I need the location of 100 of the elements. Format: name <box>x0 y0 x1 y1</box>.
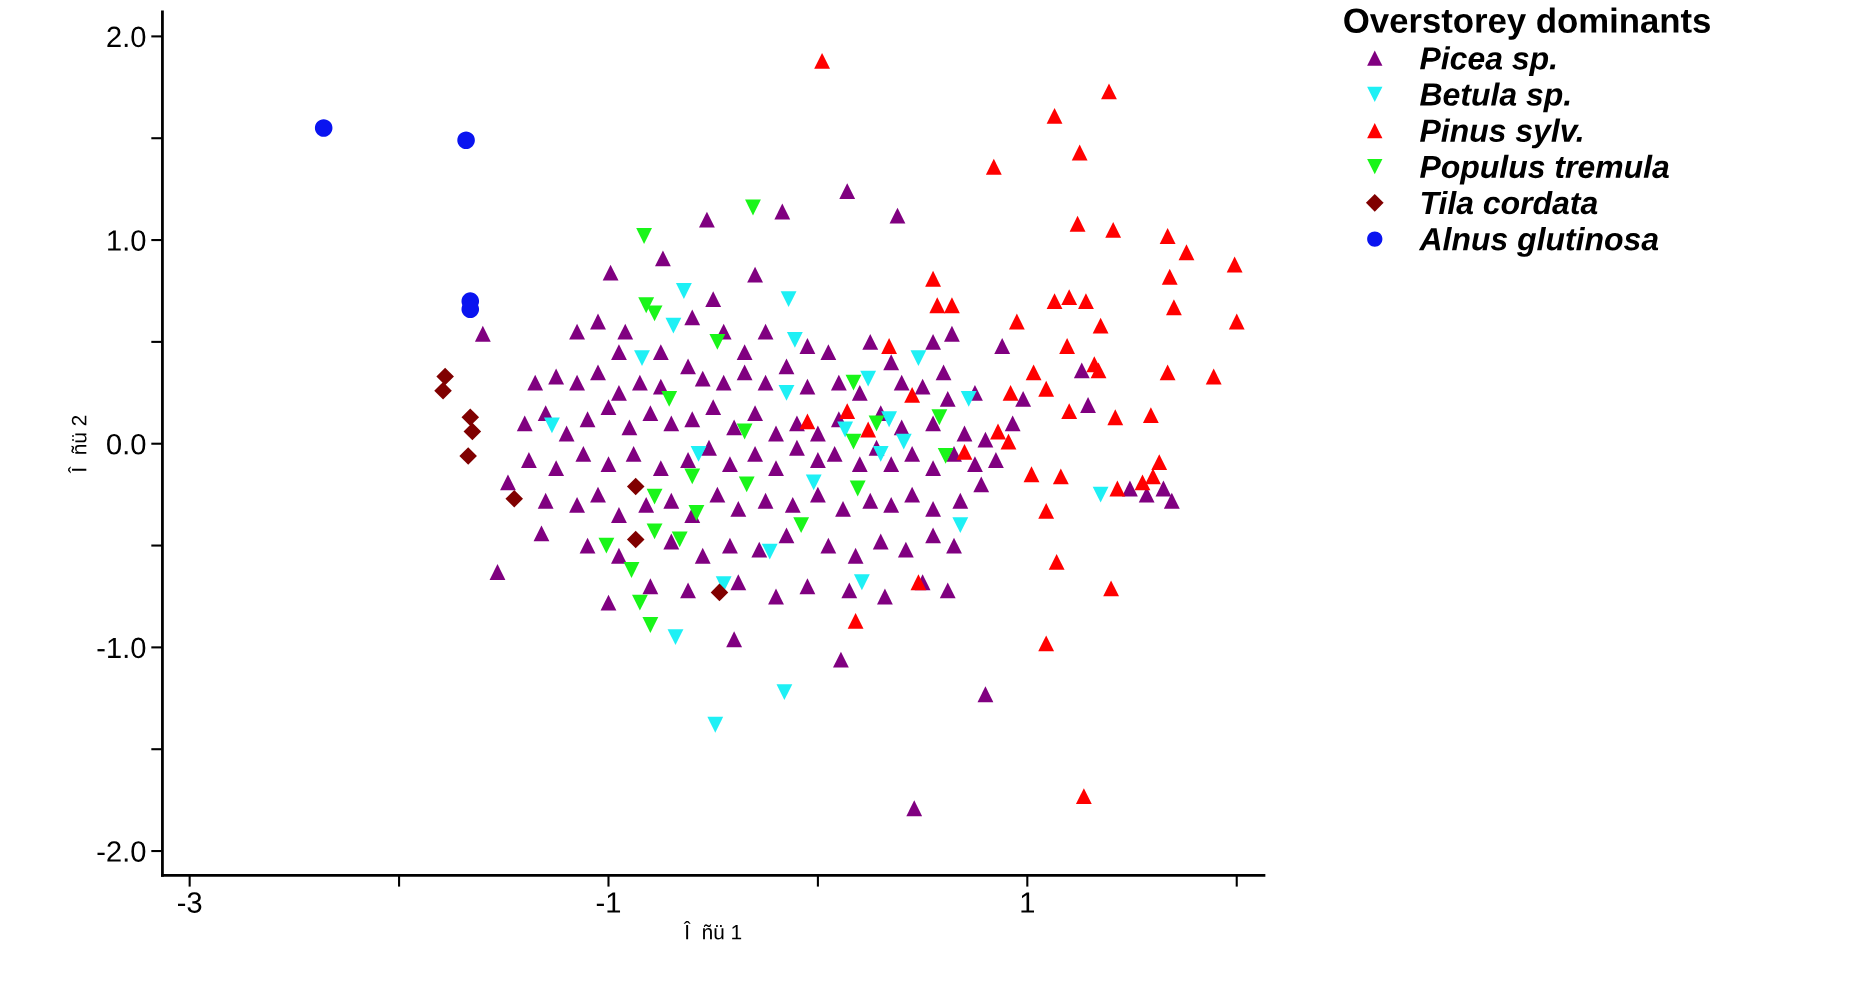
legend-label: Alnus glutinosa <box>1418 227 1659 257</box>
y-tick-label: -1.0 <box>97 637 146 659</box>
point <box>1002 384 1019 401</box>
point <box>990 423 1006 440</box>
point <box>461 408 480 427</box>
point <box>1105 221 1122 238</box>
point <box>1046 107 1063 124</box>
point <box>736 423 753 440</box>
y-axis-title: Î ñü 2 <box>68 415 87 474</box>
point <box>956 443 973 460</box>
point <box>1092 486 1109 503</box>
point <box>1205 368 1222 385</box>
point <box>623 562 640 578</box>
point <box>805 474 822 491</box>
point <box>881 411 898 428</box>
point <box>1165 299 1182 316</box>
point <box>1107 409 1124 426</box>
point <box>738 476 755 493</box>
point <box>872 445 889 462</box>
point <box>709 333 726 350</box>
point <box>985 158 1002 175</box>
point <box>845 374 862 391</box>
point <box>849 480 866 497</box>
point <box>847 612 864 629</box>
point <box>665 317 682 334</box>
point <box>845 433 862 450</box>
point <box>910 574 927 591</box>
point <box>688 505 705 521</box>
point <box>1145 468 1161 485</box>
x-tick-label: -3 <box>177 892 202 913</box>
point <box>459 447 477 465</box>
y-tick-label: 1.0 <box>108 230 146 251</box>
point <box>675 283 692 299</box>
point <box>690 445 707 462</box>
point <box>314 119 333 137</box>
point <box>780 291 797 308</box>
point <box>710 583 729 602</box>
point <box>626 477 645 496</box>
point <box>1103 580 1119 597</box>
point <box>1109 480 1126 497</box>
point <box>1161 268 1178 285</box>
point <box>1159 364 1176 381</box>
point <box>661 390 678 407</box>
x-tick-label: 1 <box>1021 892 1035 913</box>
point <box>646 305 663 322</box>
point <box>1000 433 1017 450</box>
y-tick-label: 0.0 <box>107 433 146 455</box>
point <box>1228 313 1245 330</box>
y-tick-label: -2.0 <box>97 841 146 862</box>
point <box>1178 244 1195 261</box>
point <box>895 433 912 450</box>
point <box>904 386 921 403</box>
point <box>667 629 684 646</box>
point <box>598 537 615 554</box>
point <box>642 617 659 633</box>
point <box>1151 454 1168 470</box>
point <box>1025 364 1042 381</box>
legend-label: Betula sp. <box>1420 82 1570 113</box>
legend-label: Tila cordata <box>1421 190 1598 215</box>
point <box>853 574 870 591</box>
x-axis-title: Î ñü 1 <box>683 921 742 940</box>
point <box>634 350 650 367</box>
point <box>544 417 560 434</box>
point <box>868 415 885 432</box>
point <box>631 594 648 611</box>
point <box>1061 403 1078 420</box>
point <box>799 413 816 430</box>
point <box>1046 293 1063 310</box>
point <box>1142 407 1159 424</box>
point <box>636 228 652 244</box>
point <box>436 367 454 386</box>
point <box>837 421 854 438</box>
point <box>1092 317 1109 334</box>
point <box>761 543 778 560</box>
point <box>671 531 688 548</box>
point <box>910 350 927 367</box>
point <box>463 422 482 441</box>
point <box>1069 215 1086 232</box>
point <box>814 52 831 69</box>
point <box>434 381 452 400</box>
legend-title: Overstorey dominants <box>1344 7 1710 40</box>
point <box>1101 83 1117 100</box>
point <box>839 403 856 420</box>
point <box>778 384 795 401</box>
point <box>793 517 810 534</box>
point <box>860 370 877 387</box>
point <box>1061 289 1078 305</box>
point <box>1134 474 1151 491</box>
point <box>1038 380 1055 397</box>
point <box>952 517 969 534</box>
point <box>646 523 663 540</box>
point <box>1059 338 1076 354</box>
legend-label: Populus tremula <box>1420 154 1669 185</box>
point <box>646 488 663 505</box>
point <box>1226 256 1243 273</box>
point <box>1159 228 1176 244</box>
y-tick-label: 2.0 <box>107 26 146 48</box>
point <box>1052 468 1069 485</box>
point <box>1090 362 1107 379</box>
point <box>457 131 475 150</box>
